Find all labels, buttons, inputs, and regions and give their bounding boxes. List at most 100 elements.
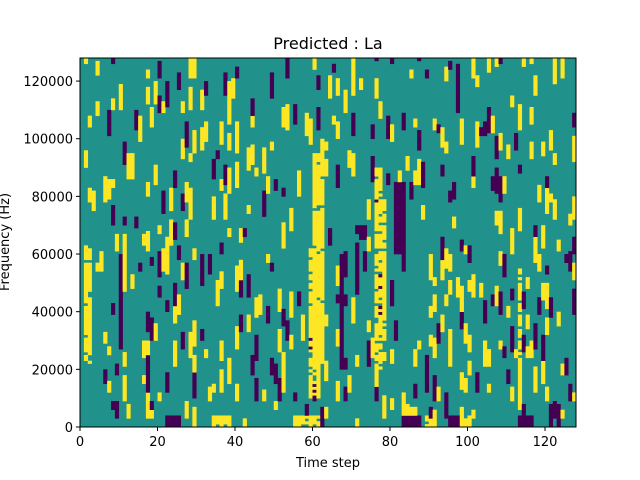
heatmap-cell [382, 251, 387, 321]
heatmap-cell [506, 144, 511, 160]
heatmap-cell [157, 285, 162, 298]
heatmap-cell [122, 375, 127, 402]
heatmap-cell [312, 415, 317, 425]
heatmap-cell [537, 254, 542, 272]
heatmap-cell [145, 354, 151, 393]
heatmap-cell [374, 343, 379, 353]
heatmap-cell [459, 285, 464, 312]
y-axis-label: Frequency (Hz) [0, 193, 13, 291]
heatmap-cell [297, 415, 302, 428]
heatmap-cell [165, 415, 170, 428]
heatmap-cell [227, 132, 232, 151]
heatmap-cell [374, 199, 379, 203]
heatmap-cell [138, 115, 143, 142]
heatmap-cell [374, 254, 379, 266]
heatmap-cell [238, 314, 244, 333]
heatmap-cell [378, 199, 383, 214]
heatmap-cell [502, 346, 507, 359]
heatmap-cell [204, 121, 209, 142]
heatmap-cell [153, 164, 158, 186]
heatmap-cell [103, 369, 108, 385]
heatmap-cell [235, 66, 240, 79]
heatmap-cell [308, 415, 313, 428]
heatmap-cell [440, 127, 445, 148]
heatmap-cell [533, 225, 538, 238]
heatmap-cell [452, 415, 457, 428]
x-tick-label: 0 [76, 435, 84, 450]
heatmap-cell [149, 256, 154, 266]
heatmap-cell [440, 236, 445, 261]
heatmap-cell [440, 164, 445, 177]
heatmap-cell [103, 331, 108, 344]
heatmap-cell [316, 107, 321, 131]
heatmap-cell [246, 205, 251, 214]
heatmap-cell [463, 418, 468, 428]
heatmap-cell [335, 294, 340, 304]
heatmap-cell [223, 72, 228, 96]
heatmap-cell [227, 167, 232, 194]
heatmap-cell [153, 323, 158, 341]
heatmap-cell [238, 259, 244, 281]
heatmap-cell [378, 216, 383, 223]
heatmap-cell [324, 360, 329, 382]
heatmap-cell [161, 101, 166, 114]
heatmap-cell [378, 305, 383, 310]
heatmap-cell [541, 282, 546, 301]
heatmap-cell [463, 377, 468, 393]
heatmap-cell [421, 161, 426, 189]
heatmap-cell [211, 158, 216, 180]
heatmap-cell [204, 81, 209, 96]
heatmap-cell [308, 337, 313, 341]
heatmap-cell [537, 184, 542, 203]
heatmap-cell [517, 104, 523, 131]
heatmap-cell [285, 104, 290, 131]
heatmap-cell [165, 372, 170, 393]
heatmap-cell [157, 392, 162, 402]
heatmap-cell [537, 297, 542, 315]
heatmap-cell [231, 78, 236, 99]
heatmap-cell [200, 89, 205, 111]
y-tick-label: 120000 [23, 75, 73, 90]
heatmap-cell [351, 112, 356, 137]
heatmap-cell [378, 233, 383, 249]
heatmap-cell [390, 124, 395, 142]
heatmap-cell [463, 245, 468, 255]
heatmap-cell [490, 115, 495, 134]
heatmap-cell [111, 58, 116, 65]
heatmap-cell [320, 303, 325, 364]
heatmap-cell [486, 107, 492, 134]
heatmap-cell [328, 75, 333, 99]
heatmap-cell [180, 193, 185, 212]
heatmap-cell [188, 86, 193, 111]
heatmap-cell [343, 294, 348, 307]
heatmap-cell [378, 101, 383, 119]
heatmap-cell [490, 176, 495, 191]
heatmap-cell [374, 274, 379, 289]
heatmap-cell [192, 354, 197, 373]
heatmap-cell [235, 326, 240, 350]
heatmap-cell [149, 317, 154, 341]
heatmap-cell [498, 340, 503, 350]
heatmap-cell [250, 354, 255, 376]
heatmap-cell [409, 415, 414, 428]
heatmap-cell [556, 311, 561, 327]
heatmap-cell [409, 181, 414, 200]
heatmap-cell [393, 320, 399, 341]
heatmap-cell [514, 132, 519, 151]
x-axis: 0 20 40 60 80 100 120 [76, 427, 557, 450]
heatmap-cell [111, 179, 116, 189]
heatmap-cell [343, 251, 348, 278]
heatmap-cell [533, 323, 538, 350]
heatmap-cell [417, 415, 422, 428]
heatmap-cell [316, 210, 321, 252]
heatmap-cell [316, 421, 321, 428]
heatmap-cell [95, 101, 100, 116]
heatmap-cell [281, 107, 286, 128]
heatmap-cell [215, 279, 220, 307]
heatmap-cell [269, 141, 275, 151]
heatmap-cell [378, 285, 383, 289]
heatmap-cell [432, 409, 437, 428]
heatmap-cell [180, 262, 185, 281]
heatmap-cell [308, 118, 313, 145]
heatmap-cell [459, 406, 464, 428]
